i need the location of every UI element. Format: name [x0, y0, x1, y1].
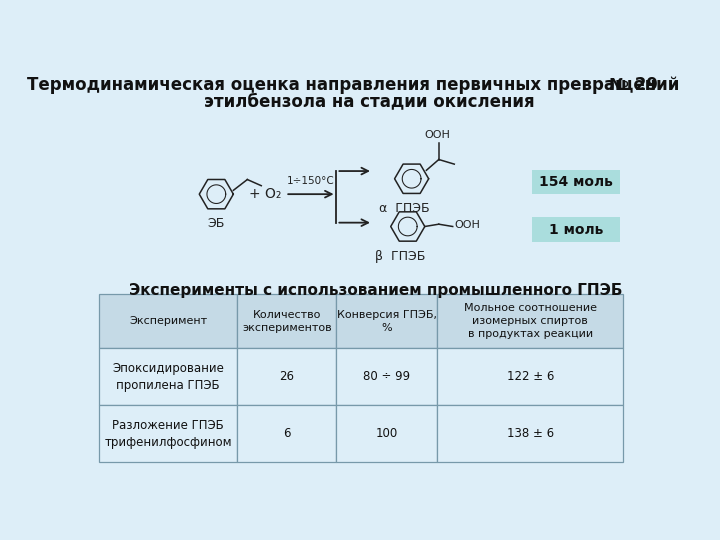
Text: 100: 100: [376, 427, 398, 440]
Text: 26: 26: [279, 370, 294, 383]
Text: Конверсия ГПЭБ,
%: Конверсия ГПЭБ, %: [337, 309, 437, 333]
Text: 6: 6: [283, 427, 291, 440]
Text: Разложение ГПЭБ
трифенилфосфином: Разложение ГПЭБ трифенилфосфином: [104, 418, 232, 449]
Text: ЭБ: ЭБ: [207, 217, 225, 230]
Text: Количество
экспериментов: Количество экспериментов: [242, 309, 332, 333]
Bar: [437, 405, 624, 462]
Text: 80 ÷ 99: 80 ÷ 99: [364, 370, 410, 383]
Text: 138 ± 6: 138 ± 6: [507, 427, 554, 440]
Bar: [437, 294, 624, 348]
Bar: [99, 294, 238, 348]
Text: этилбензола на стадии окисления: этилбензола на стадии окисления: [204, 92, 534, 111]
Text: OOH: OOH: [424, 130, 450, 140]
Text: 154 моль: 154 моль: [539, 175, 613, 189]
Bar: [336, 348, 437, 405]
Bar: [437, 348, 624, 405]
Text: № 29: № 29: [609, 76, 658, 93]
Text: Эпоксидирование
пропилена ГПЭБ: Эпоксидирование пропилена ГПЭБ: [112, 362, 224, 392]
Bar: [238, 405, 336, 462]
Bar: [336, 405, 437, 462]
Text: 122 ± 6: 122 ± 6: [506, 370, 554, 383]
Text: + O₂: + O₂: [249, 187, 282, 201]
Text: β  ГПЭБ: β ГПЭБ: [375, 249, 426, 262]
Text: Термодинамическая оценка направления первичных превращений: Термодинамическая оценка направления пер…: [27, 76, 680, 93]
Bar: [336, 294, 437, 348]
Text: Эксперимент: Эксперимент: [129, 316, 207, 326]
Bar: [238, 348, 336, 405]
Text: Мольное соотношение
изомерных спиртов
в продуктах реакции: Мольное соотношение изомерных спиртов в …: [464, 303, 597, 340]
Bar: [99, 405, 238, 462]
Text: Эксперименты с использованием промышленного ГПЭБ: Эксперименты с использованием промышленн…: [129, 284, 622, 299]
Text: α  ГПЭБ: α ГПЭБ: [379, 202, 429, 215]
Text: 1 моль: 1 моль: [549, 222, 603, 237]
FancyBboxPatch shape: [532, 170, 620, 194]
Bar: [99, 348, 238, 405]
Text: 1÷150°C: 1÷150°C: [287, 177, 335, 186]
Bar: [238, 294, 336, 348]
Text: OOH: OOH: [454, 220, 480, 230]
FancyBboxPatch shape: [532, 217, 620, 242]
